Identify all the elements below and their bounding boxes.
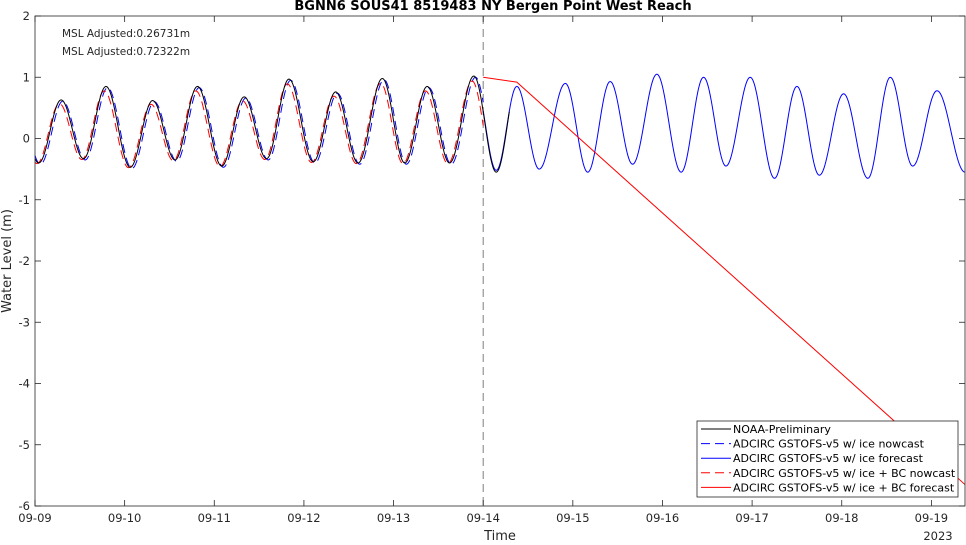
y-tick-label: 1 — [23, 70, 30, 84]
legend-box — [696, 420, 959, 498]
legend-entry: ADCIRC GSTOFS-v5 w/ ice + BC forecast — [733, 481, 955, 494]
chart-title: BGNN6 SOUS41 8519483 NY Bergen Point Wes… — [294, 0, 691, 14]
x-tick-label: 09-09 — [18, 511, 51, 525]
x-tick-label: 09-17 — [735, 511, 768, 525]
legend-entry: NOAA-Preliminary — [733, 423, 831, 436]
y-axis-label: Water Level (m) — [0, 209, 15, 313]
legend-entry: ADCIRC GSTOFS-v5 w/ ice forecast — [733, 452, 924, 465]
y-tick-label: -6 — [19, 499, 30, 513]
legend: NOAA-Preliminary ADCIRC GSTOFS-v5 w/ ice … — [696, 420, 959, 498]
y-tick-label: -2 — [19, 254, 30, 268]
legend-entry: ADCIRC GSTOFS-v5 w/ ice + BC nowcast — [733, 467, 956, 480]
x-tick-label: 09-18 — [825, 511, 858, 525]
y-tick-label: -4 — [19, 377, 30, 391]
x-tick-label: 09-14 — [466, 511, 499, 525]
x-tick-label: 09-15 — [556, 511, 589, 525]
legend-entry: ADCIRC GSTOFS-v5 w/ ice nowcast — [733, 438, 925, 451]
series-line-ice-bc-forecast — [483, 76, 966, 485]
x-tick-label: 09-13 — [377, 511, 410, 525]
series-line-ice-nowcast — [34, 76, 484, 170]
y-tick-label: -3 — [19, 315, 30, 329]
y-tick-label: 2 — [23, 9, 30, 23]
series-line-noaa-preliminary — [34, 75, 510, 173]
y-tick-label: -1 — [19, 193, 30, 207]
x-tick-label: 09-11 — [198, 511, 231, 525]
y-tick-label: 0 — [23, 132, 30, 146]
y-tick-label: -5 — [19, 438, 30, 452]
series-line-ice-bc-nowcast — [34, 80, 484, 169]
x-tick-label: 09-16 — [646, 511, 679, 525]
msl-annotation-red: MSL Adjusted:0.72322m — [62, 46, 190, 58]
x-tick-label: 09-10 — [108, 511, 141, 525]
x-tick-label: 09-19 — [915, 511, 948, 525]
year-label: 2023 — [923, 529, 952, 541]
msl-annotation-blue: MSL Adjusted:0.26731m — [62, 28, 190, 40]
series-line-ice-forecast — [482, 73, 966, 179]
x-tick-label: 09-12 — [287, 511, 320, 525]
x-axis-label: Time — [483, 529, 516, 541]
